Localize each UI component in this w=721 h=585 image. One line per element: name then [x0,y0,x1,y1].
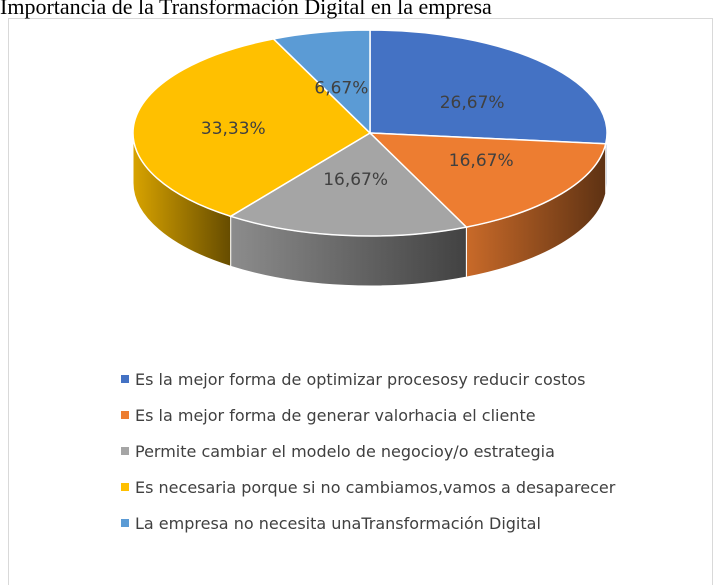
legend-label: Es la mejor forma de generar valorhacia … [135,406,536,425]
legend-swatch [121,375,129,383]
data-label: 33,33% [201,119,266,139]
legend-label: La empresa no necesita unaTransformación… [135,514,541,533]
legend-swatch [121,447,129,455]
legend-swatch [121,411,129,419]
legend-swatch [121,519,129,527]
data-label: 6,67% [314,79,368,99]
legend-label: Es necesaria porque si no cambiamos,vamo… [135,478,616,497]
legend-swatch [121,483,129,491]
pie-slice [228,132,468,237]
data-label: 26,67% [440,93,505,113]
legend-label: Es la mejor forma de optimizar procesosy… [135,370,585,389]
pie-slice [132,38,372,218]
pie-slice [369,29,608,145]
data-label: 16,67% [449,151,514,171]
pie-slice [368,132,607,228]
legend-label: Permite cambiar el modelo de negocioy/o … [135,442,555,461]
chart-title: Importancia de la Transformación Digital… [0,0,492,19]
data-label: 16,67% [323,170,388,190]
pie-slice [272,29,371,135]
